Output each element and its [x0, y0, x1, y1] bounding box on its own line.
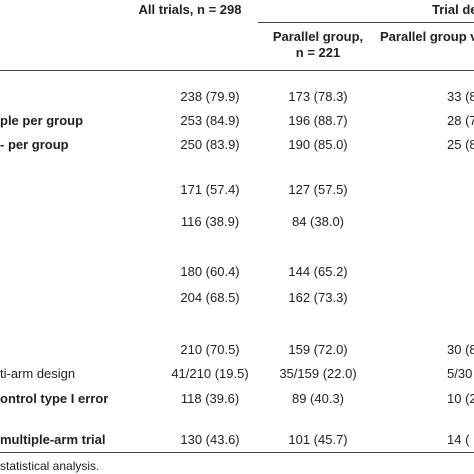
- table-cell: 25 (8: [447, 137, 474, 152]
- row-label: ontrol type I error: [0, 391, 109, 406]
- table-cell: 5/30 (: [447, 366, 474, 381]
- table-cell: 173 (78.3): [288, 89, 348, 104]
- table-cell: 10 (2: [447, 391, 474, 406]
- table-cell: 130 (43.6): [180, 432, 240, 447]
- table-cell: 171 (57.4): [180, 182, 240, 197]
- table-cell: 238 (79.9): [180, 89, 240, 104]
- table-cell: 250 (83.9): [180, 137, 240, 152]
- table-cell: 84 (38.0): [291, 214, 345, 229]
- rule: [258, 22, 474, 23]
- row-label: multiple-arm trial: [0, 432, 106, 447]
- table-cell: 28 (7: [447, 113, 474, 128]
- table-cell: 144 (65.2): [288, 264, 348, 279]
- table-cell: 33 (8: [447, 89, 474, 104]
- table-cell: 89 (40.3): [291, 391, 345, 406]
- table-cell: 30 (8: [447, 342, 474, 357]
- table-cell: 41/210 (19.5): [171, 366, 249, 381]
- rule: [0, 452, 474, 453]
- column-header: Parallel group,: [272, 29, 364, 44]
- table-cell: 253 (84.9): [180, 113, 240, 128]
- row-label: ple per group: [0, 113, 84, 128]
- table-cell: 14 (: [447, 432, 470, 447]
- table-cell: 127 (57.5): [288, 182, 348, 197]
- table-cell: 180 (60.4): [180, 264, 240, 279]
- rule: [0, 70, 474, 71]
- table-cell: 204 (68.5): [180, 290, 240, 305]
- table-cell: 101 (45.7): [288, 432, 348, 447]
- table-cell: 35/159 (22.0): [279, 366, 357, 381]
- column-header: n = 221: [295, 45, 341, 60]
- column-header: Parallel group v: [380, 29, 474, 44]
- table-cell: 118 (39.6): [180, 391, 240, 406]
- column-header: All trials, n = 298: [138, 2, 242, 17]
- table-cell: 210 (70.5): [180, 342, 240, 357]
- table-cell: 190 (85.0): [288, 137, 348, 152]
- table-cell: 116 (38.9): [180, 214, 240, 229]
- row-label: - per group: [0, 137, 69, 152]
- table-cell: 159 (72.0): [288, 342, 348, 357]
- footnote: statistical analysis.: [0, 459, 100, 473]
- row-label: ti-arm design: [0, 366, 76, 381]
- table-cell: 196 (88.7): [288, 113, 348, 128]
- column-header: Trial de: [432, 2, 474, 17]
- table-cell: 162 (73.3): [288, 290, 348, 305]
